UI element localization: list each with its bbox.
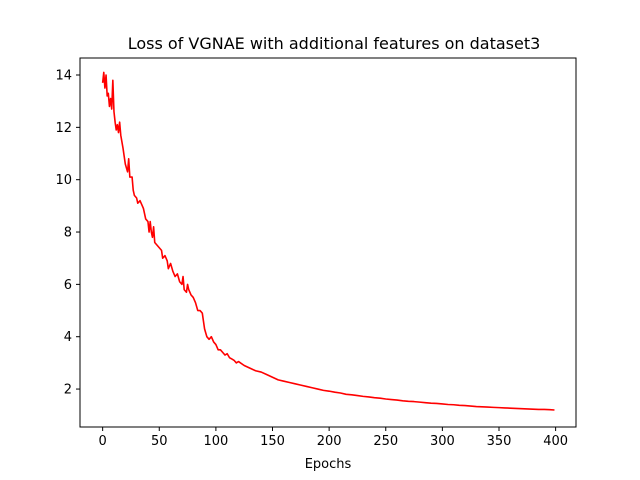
x-tick-label: 250 [373, 434, 398, 449]
y-tick-label: 4 [64, 330, 72, 345]
x-axis: 0 50 100 150 200 250 300 350 400 [99, 427, 568, 449]
plot-frame [79, 57, 577, 428]
x-tick-label: 100 [203, 434, 228, 449]
y-axis: 2 4 6 8 10 12 14 [55, 69, 80, 398]
x-tick-label: 150 [260, 434, 285, 449]
x-tick-label: 300 [430, 434, 455, 449]
x-tick-label: 50 [151, 434, 168, 449]
y-tick-label: 2 [64, 383, 72, 398]
y-tick-label: 12 [55, 121, 72, 136]
x-tick-label: 350 [487, 434, 512, 449]
y-tick-label: 10 [55, 173, 72, 188]
x-tick-label: 200 [317, 434, 342, 449]
series-line-0 [101, 71, 555, 411]
plot-area [101, 71, 555, 411]
y-tick-label: 8 [64, 226, 72, 241]
x-tick-label: 400 [543, 434, 568, 449]
x-tick-label: 0 [99, 434, 107, 449]
x-axis-label: Epochs [305, 457, 352, 472]
y-tick-label: 6 [64, 278, 72, 293]
y-tick-label: 14 [55, 69, 72, 84]
chart-title: Loss of VGNAE with additional features o… [128, 34, 541, 53]
